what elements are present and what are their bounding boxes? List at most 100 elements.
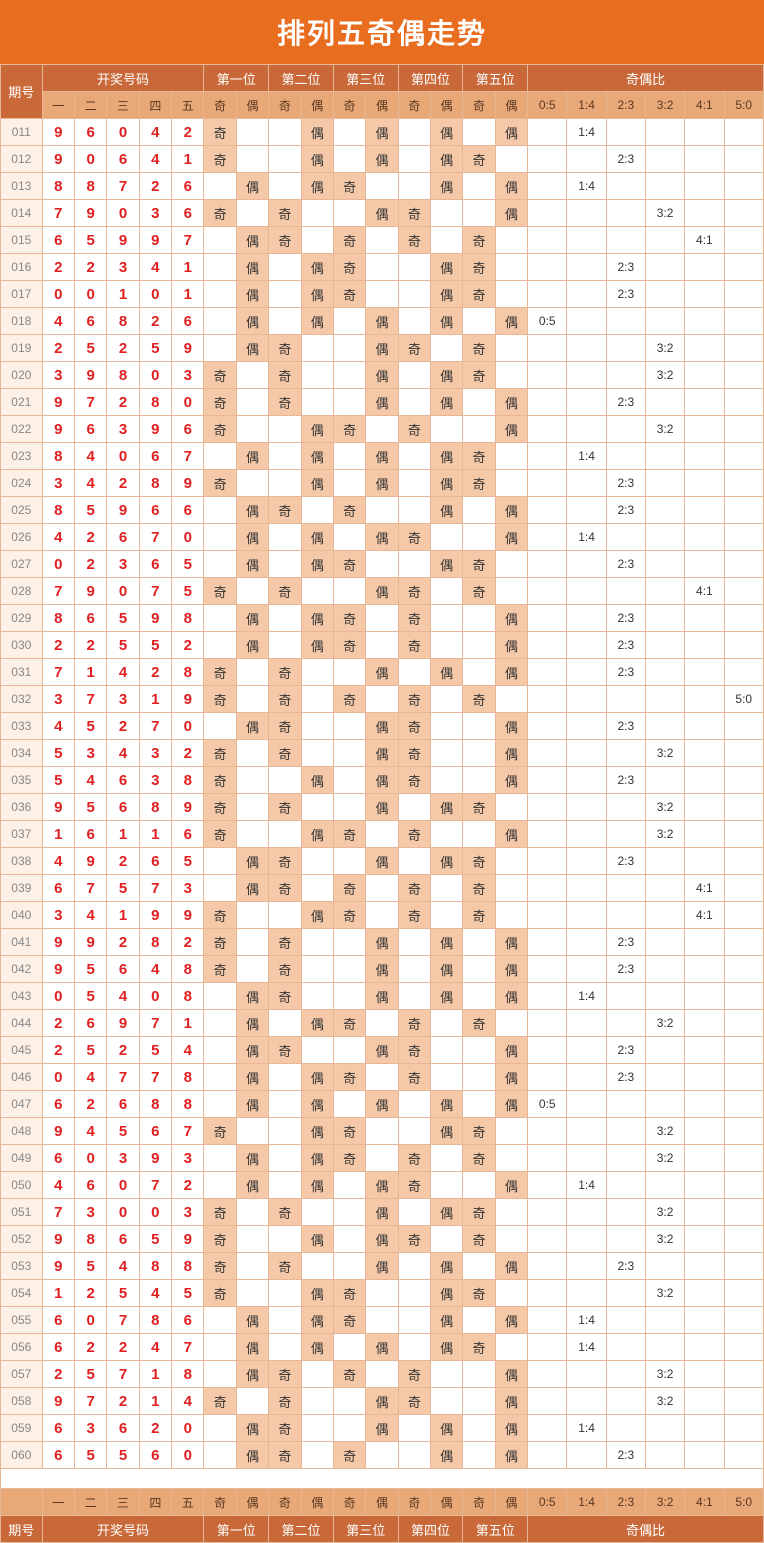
- qi-cell: [398, 173, 430, 200]
- table-row: 02986598偶偶奇奇偶2:3: [1, 605, 764, 632]
- number-cell: 3: [107, 254, 139, 281]
- ratio-cell: [528, 497, 567, 524]
- subheader-pos: 偶: [301, 92, 333, 119]
- qi-cell: [204, 713, 236, 740]
- qi-cell: [269, 308, 301, 335]
- ratio-cell: [645, 497, 684, 524]
- period-cell: 058: [1, 1388, 43, 1415]
- number-cell: 6: [139, 1442, 171, 1469]
- ou-cell: [301, 875, 333, 902]
- header-pos3: 第三位: [333, 65, 398, 92]
- number-cell: 2: [172, 929, 204, 956]
- ratio-cell: [606, 1226, 645, 1253]
- ou-cell: 偶: [301, 632, 333, 659]
- ou-cell: 偶: [301, 416, 333, 443]
- ou-cell: [431, 227, 463, 254]
- qi-cell: 奇: [463, 227, 495, 254]
- ratio-cell: [606, 443, 645, 470]
- ou-cell: 偶: [236, 848, 268, 875]
- ou-cell: [495, 902, 527, 929]
- qi-cell: 奇: [269, 794, 301, 821]
- ratio-cell: [645, 1091, 684, 1118]
- number-cell: 5: [74, 497, 106, 524]
- number-cell: 6: [74, 1172, 106, 1199]
- ratio-cell: [567, 254, 606, 281]
- qi-cell: 奇: [463, 1145, 495, 1172]
- qi-cell: [204, 1442, 236, 1469]
- table-footer: 一二三四五奇偶奇偶奇偶奇偶奇偶0:51:42:33:24:15:0 期号 开奖号…: [1, 1469, 764, 1543]
- number-cell: 8: [172, 983, 204, 1010]
- number-cell: 8: [139, 389, 171, 416]
- ou-cell: [431, 902, 463, 929]
- table-row: 01700101偶偶奇偶奇2:3: [1, 281, 764, 308]
- table-row: 02384067偶偶偶偶奇1:4: [1, 443, 764, 470]
- number-cell: 9: [139, 605, 171, 632]
- ou-cell: 偶: [495, 200, 527, 227]
- ou-cell: 偶: [301, 524, 333, 551]
- ratio-cell: [567, 1280, 606, 1307]
- ratio-cell: [528, 1253, 567, 1280]
- ratio-cell: 4:1: [685, 227, 724, 254]
- ou-cell: 偶: [431, 659, 463, 686]
- ratio-cell: [724, 1226, 763, 1253]
- header-draw: 开奖号码: [42, 65, 204, 92]
- number-cell: 6: [172, 1307, 204, 1334]
- ou-cell: 偶: [236, 1442, 268, 1469]
- number-cell: 4: [172, 1037, 204, 1064]
- ratio-cell: 3:2: [645, 1118, 684, 1145]
- ou-cell: 偶: [301, 146, 333, 173]
- ou-cell: 偶: [495, 929, 527, 956]
- ratio-cell: [567, 767, 606, 794]
- number-cell: 5: [74, 983, 106, 1010]
- ou-cell: [431, 1226, 463, 1253]
- ou-cell: 偶: [301, 605, 333, 632]
- qi-cell: 奇: [333, 1280, 365, 1307]
- ratio-cell: [606, 416, 645, 443]
- qi-cell: [204, 497, 236, 524]
- qi-cell: [204, 1145, 236, 1172]
- qi-cell: [463, 1361, 495, 1388]
- ratio-cell: [645, 875, 684, 902]
- qi-cell: [204, 551, 236, 578]
- number-cell: 7: [139, 524, 171, 551]
- ou-cell: [431, 1010, 463, 1037]
- ou-cell: 偶: [495, 173, 527, 200]
- number-cell: 9: [172, 794, 204, 821]
- ratio-cell: 3:2: [645, 1361, 684, 1388]
- number-cell: 4: [74, 902, 106, 929]
- number-cell: 7: [42, 200, 74, 227]
- qi-cell: [269, 254, 301, 281]
- ratio-cell: [528, 1064, 567, 1091]
- number-cell: 0: [42, 983, 74, 1010]
- number-cell: 7: [172, 443, 204, 470]
- table-row: 06065560偶奇奇偶偶2:3: [1, 1442, 764, 1469]
- number-cell: 2: [107, 929, 139, 956]
- number-cell: 4: [107, 659, 139, 686]
- ratio-cell: 2:3: [606, 1253, 645, 1280]
- ratio-cell: [528, 281, 567, 308]
- number-cell: 1: [107, 902, 139, 929]
- number-cell: 1: [172, 254, 204, 281]
- ratio-cell: [528, 551, 567, 578]
- ou-cell: 偶: [236, 605, 268, 632]
- ratio-cell: [724, 497, 763, 524]
- number-cell: 8: [42, 173, 74, 200]
- ou-cell: 偶: [431, 497, 463, 524]
- period-cell: 038: [1, 848, 43, 875]
- ou-cell: [301, 227, 333, 254]
- ratio-cell: [645, 1442, 684, 1469]
- number-cell: 7: [172, 1334, 204, 1361]
- subheader-pos: 奇: [333, 92, 365, 119]
- number-cell: 8: [42, 605, 74, 632]
- period-cell: 022: [1, 416, 43, 443]
- table-row: 03849265偶奇偶偶奇2:3: [1, 848, 764, 875]
- qi-cell: 奇: [463, 551, 495, 578]
- ratio-cell: [724, 308, 763, 335]
- qi-cell: [333, 362, 365, 389]
- period-cell: 017: [1, 281, 43, 308]
- qi-cell: [269, 821, 301, 848]
- header-pos1: 第一位: [204, 65, 269, 92]
- table-row: 02434289奇偶偶偶奇2:3: [1, 470, 764, 497]
- qi-cell: 奇: [333, 281, 365, 308]
- table-row: 01925259偶奇偶奇奇3:2: [1, 335, 764, 362]
